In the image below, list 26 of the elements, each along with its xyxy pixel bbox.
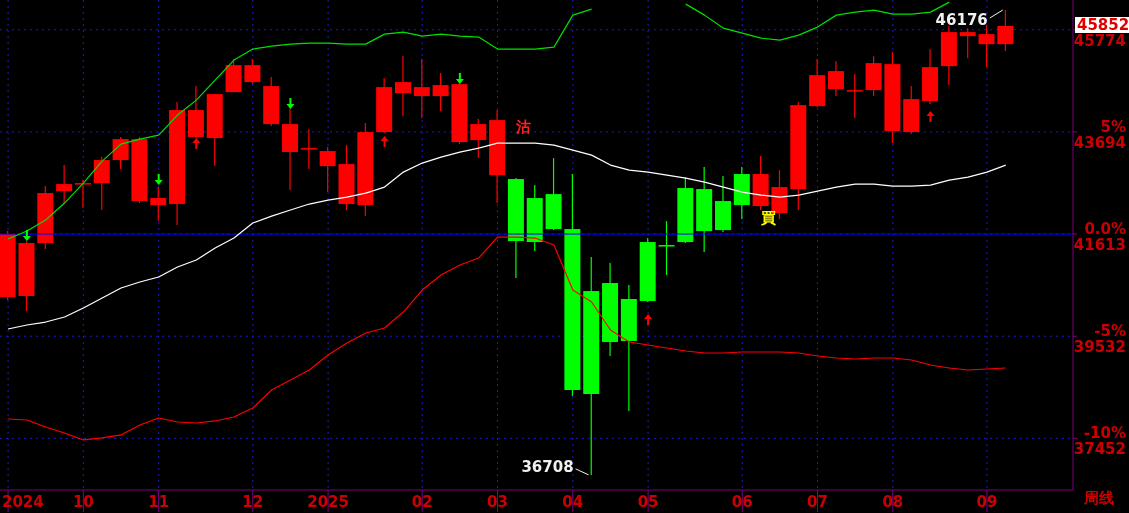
y2-tick-label: -5%	[1094, 322, 1126, 341]
text: 45852	[1075, 16, 1129, 34]
y-tick-label: 45774	[1073, 31, 1126, 50]
x-tick-label: 04	[562, 493, 584, 511]
y-tick-label: 43694	[1073, 133, 1126, 152]
x-tick-label: 06	[731, 493, 753, 511]
y2-tick-label: 0.0%	[1084, 220, 1126, 239]
annotation: 46176	[935, 11, 988, 30]
y-tick-label: 39532	[1073, 338, 1126, 357]
x-tick-label: 12	[242, 493, 264, 511]
x-tick-label: 05	[637, 493, 659, 511]
x-tick-label: 08	[882, 493, 904, 511]
x-tick-label: 11	[148, 493, 170, 511]
annotation: 沽	[516, 118, 531, 136]
x-tick-label: 10	[72, 493, 94, 511]
x-tick-label: 09	[976, 493, 998, 511]
x-tick-label: 02	[411, 493, 433, 511]
annotation: 36708	[521, 457, 574, 476]
y-tick-label: 41613	[1073, 236, 1126, 255]
y2-tick-label: 5%	[1100, 117, 1126, 136]
y2-tick-label: -10%	[1083, 424, 1126, 443]
annotation: 買	[761, 209, 776, 227]
x-tick-label: 2025	[307, 493, 349, 511]
x-tick-label: 2024	[2, 493, 44, 511]
y-tick-label: 37452	[1073, 440, 1126, 459]
text: 周线	[1084, 489, 1114, 507]
